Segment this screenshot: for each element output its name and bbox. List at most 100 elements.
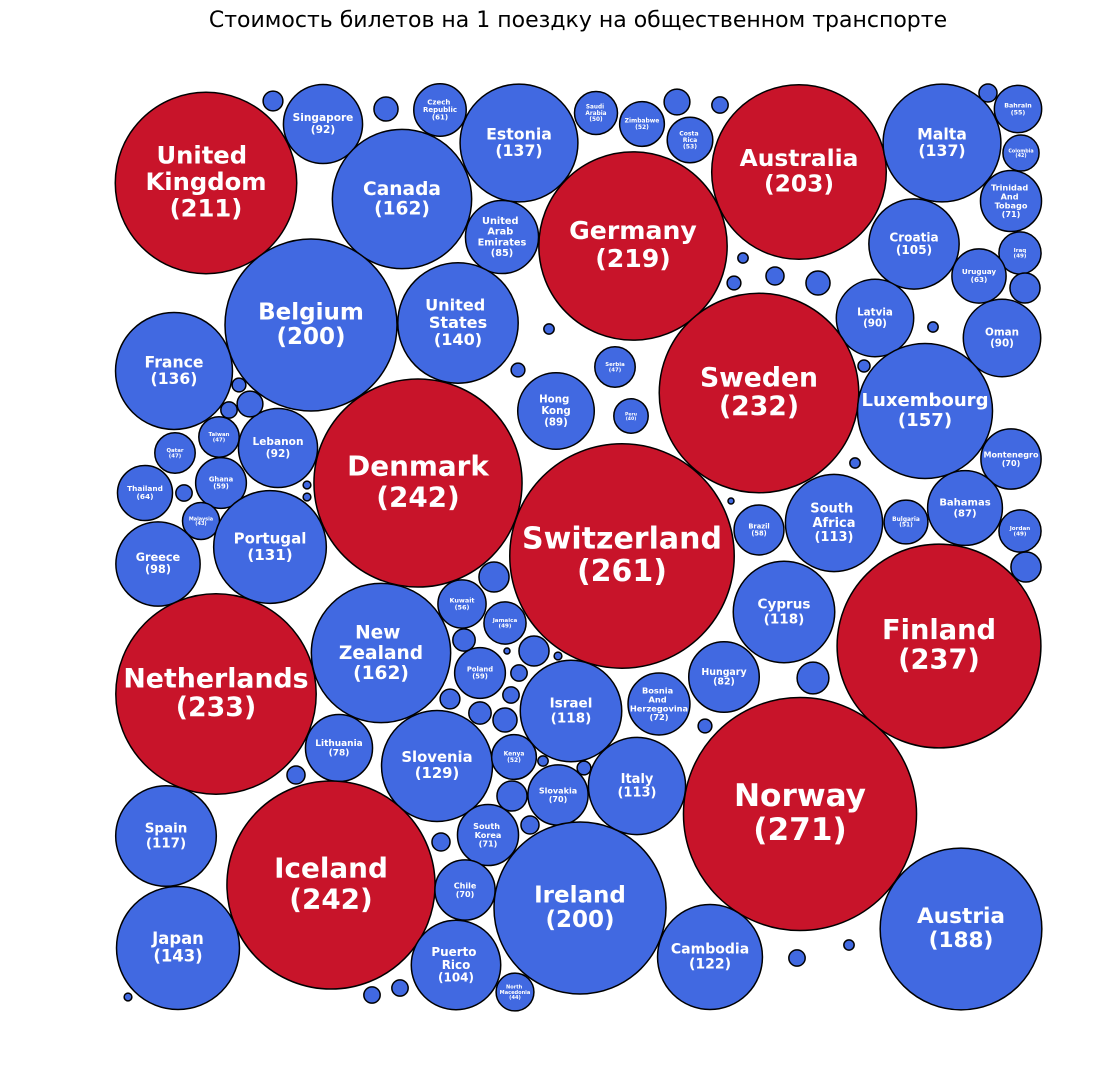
bubble-value-label: (233) bbox=[176, 692, 256, 723]
bubble-label: Hong Kong bbox=[539, 395, 573, 417]
bubble-label: Portugal bbox=[234, 529, 307, 547]
bubble bbox=[1009, 272, 1041, 304]
bubble bbox=[194, 456, 248, 510]
bubble-value-label: (58) bbox=[751, 530, 766, 538]
bubble-label: Finland bbox=[882, 615, 996, 646]
bubble-label: Taiwan bbox=[209, 432, 230, 438]
bubble bbox=[658, 292, 860, 494]
bubble-value-label: (92) bbox=[311, 124, 335, 136]
bubble bbox=[220, 401, 238, 419]
bubble-value-label: (43) bbox=[195, 521, 206, 527]
bubble-value-label: (90) bbox=[863, 318, 887, 330]
bubble-label: Jordan bbox=[1009, 525, 1031, 531]
bubble-label: South Korea bbox=[473, 821, 503, 840]
bubble-value-label: (104) bbox=[438, 971, 474, 985]
bubble-label: Brazil bbox=[748, 522, 769, 530]
bubble-label: Spain bbox=[145, 822, 188, 837]
bubble-value-label: (82) bbox=[713, 677, 735, 688]
bubble bbox=[682, 696, 918, 932]
bubble-value-label: (47) bbox=[169, 453, 181, 459]
bubble bbox=[765, 266, 785, 286]
bubble bbox=[979, 169, 1043, 233]
bubble bbox=[732, 560, 836, 664]
bubble-value-label: (85) bbox=[491, 248, 514, 259]
bubble-value-label: (118) bbox=[551, 710, 592, 726]
bubble-label: United States bbox=[425, 295, 491, 332]
bubble bbox=[843, 939, 855, 951]
bubble-label: Serbia bbox=[605, 362, 625, 368]
bubble-label: United Kingdom bbox=[145, 140, 266, 196]
bubble bbox=[805, 270, 831, 296]
bubble bbox=[998, 509, 1042, 553]
bubble-value-label: (71) bbox=[1002, 209, 1021, 219]
bubble-label: Kenya bbox=[504, 750, 525, 757]
bubble-label: Bahamas bbox=[939, 497, 990, 508]
bubble-label: Malta bbox=[917, 124, 967, 143]
bubble-value-label: (59) bbox=[472, 673, 488, 681]
bubble-label: Iceland bbox=[274, 852, 388, 885]
bubble bbox=[543, 323, 555, 335]
bubble-value-label: (63) bbox=[971, 275, 988, 284]
bubble-label: Peru bbox=[625, 411, 637, 417]
bubble-label: Bosnia And Herzegovina bbox=[630, 685, 688, 713]
bubble-label: United Arab Emirates bbox=[478, 216, 527, 249]
bubble-label: Sweden bbox=[700, 362, 818, 393]
bubble bbox=[502, 686, 520, 704]
bubble bbox=[490, 733, 538, 781]
bubble-label: Jamaica bbox=[492, 617, 518, 623]
bubble-label: Singapore bbox=[293, 112, 354, 124]
bubble bbox=[237, 407, 319, 489]
bubble-label: North Macedonia bbox=[500, 984, 531, 996]
bubble-label: Lebanon bbox=[253, 436, 304, 448]
bubble bbox=[784, 473, 884, 573]
bubble-label: Belgium bbox=[258, 299, 364, 325]
bubble bbox=[468, 701, 492, 725]
bubble-label: Puerto Rico bbox=[431, 944, 480, 971]
bubble-label: Croatia bbox=[889, 230, 938, 244]
bubble-value-label: (157) bbox=[898, 410, 952, 431]
bubble bbox=[452, 628, 476, 652]
bubble-value-label: (78) bbox=[329, 748, 350, 758]
bubble bbox=[391, 979, 409, 997]
bubble-label: Canada bbox=[363, 178, 441, 199]
bubble bbox=[331, 128, 473, 270]
bubble-value-label: (50) bbox=[589, 117, 603, 123]
bubble-value-label: (61) bbox=[432, 113, 448, 122]
bubble bbox=[116, 464, 174, 522]
bubble-label: Netherlands bbox=[123, 663, 308, 694]
bubble-label: New Zealand bbox=[339, 622, 423, 663]
bubble-value-label: (200) bbox=[545, 907, 614, 933]
bubble bbox=[519, 659, 623, 763]
bubble-value-label: (42) bbox=[1015, 153, 1026, 159]
bubble bbox=[868, 198, 960, 290]
bubble-value-label: (137) bbox=[495, 141, 542, 160]
bubble-value-label: (237) bbox=[898, 644, 980, 675]
bubble bbox=[453, 646, 507, 700]
bubble-value-label: (49) bbox=[1014, 532, 1027, 538]
bubble bbox=[413, 83, 467, 137]
bubble bbox=[788, 949, 806, 967]
bubble bbox=[737, 252, 749, 264]
bubble-value-label: (200) bbox=[276, 324, 345, 350]
bubble-value-label: (70) bbox=[456, 890, 475, 899]
bubble-value-label: (70) bbox=[549, 795, 568, 804]
bubble-label: Australia bbox=[740, 144, 859, 172]
bubble bbox=[993, 84, 1043, 134]
bubble-label: Switzerland bbox=[522, 521, 722, 556]
bubble-value-label: (137) bbox=[918, 141, 965, 160]
bubble bbox=[927, 321, 939, 333]
bubble-value-label: (52) bbox=[635, 124, 649, 131]
bubble bbox=[978, 83, 998, 103]
bubble-value-label: (89) bbox=[544, 417, 568, 428]
bubble bbox=[856, 342, 994, 480]
bubble-label: Qatar bbox=[166, 448, 183, 454]
bubble bbox=[496, 780, 528, 812]
bubble-value-label: (242) bbox=[376, 480, 460, 513]
bubble-value-label: (59) bbox=[213, 483, 229, 491]
bubble-value-label: (92) bbox=[266, 448, 290, 460]
bubble bbox=[518, 635, 550, 667]
bubble-label: Italy bbox=[621, 771, 654, 786]
bubble bbox=[282, 83, 364, 165]
bubble bbox=[478, 561, 510, 593]
bubble-value-label: (40) bbox=[626, 416, 637, 422]
